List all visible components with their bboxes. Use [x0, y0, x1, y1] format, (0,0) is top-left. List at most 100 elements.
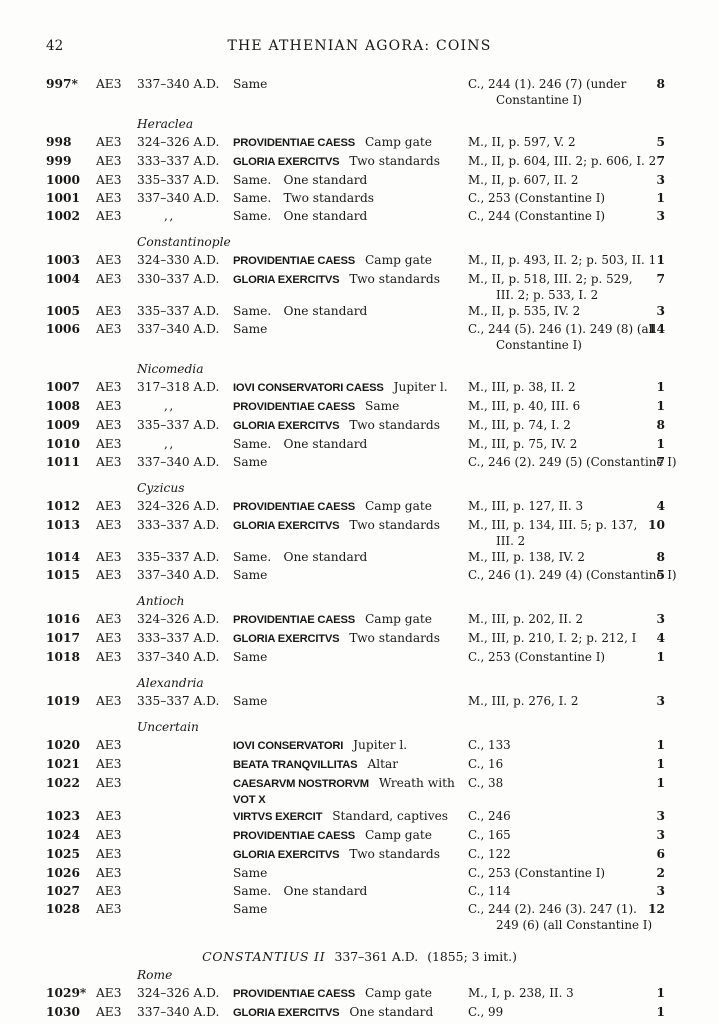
ditto-mark: ,, — [164, 437, 175, 451]
date-range: 324–326 A.D. — [137, 986, 220, 1000]
denomination: AE3 — [96, 437, 122, 451]
reference: M., II, p. 493, II. 2; p. 503, II. 1 — [468, 251, 656, 269]
date-range: 324–326 A.D. — [137, 135, 220, 149]
date-range: 333–337 A.D. — [137, 631, 220, 645]
count: 8 — [656, 77, 665, 91]
date-range: 335–337 A.D. — [137, 550, 220, 564]
catalog-number: 1016 — [46, 612, 80, 626]
date-range: 337–340 A.D. — [137, 322, 220, 336]
denomination: AE3 — [96, 1005, 122, 1019]
denomination: AE3 — [96, 809, 122, 823]
date-range: 335–337 A.D. — [137, 418, 220, 432]
catalog-number: 1021 — [46, 757, 80, 771]
mint-name: Constantinople — [137, 235, 231, 249]
mint-name: Heraclea — [137, 117, 194, 131]
count: 4 — [656, 631, 665, 645]
mint-section: Alexandria — [0, 674, 719, 692]
reference-line: C., 246 (1). 249 (4) (Constantine I) — [468, 568, 677, 582]
catalog-row: 1012 AE3 324–326 A.D. PROVIDENTIAE CAESS Cam… — [0, 497, 719, 516]
coin-legend: IOVI CONSERVATORI — [233, 740, 344, 752]
coin-type: Same. One standard — [233, 209, 368, 223]
reference: C., 253 (Constantine I) — [468, 648, 645, 666]
reference: M., III, p. 202, II. 2 — [468, 610, 645, 628]
coin-type: Camp gate — [364, 986, 432, 1000]
ditto-mark: ,, — [164, 399, 175, 413]
reference-line: C., 244 (1). 246 (7) (under — [468, 77, 627, 91]
coin-type: Same. One standard — [233, 304, 368, 318]
reference: M., III, p. 40, III. 6 — [468, 397, 645, 415]
catalog-number: 1030 — [46, 1005, 80, 1019]
date-range: 324–326 A.D. — [137, 499, 220, 513]
denomination: AE3 — [96, 631, 122, 645]
reference-line: C., 246 (2). 249 (5) (Constantine I) — [468, 455, 677, 469]
coin-description: Same — [233, 75, 468, 93]
date-range: 324–326 A.D. — [137, 612, 220, 626]
count: 3 — [656, 173, 665, 187]
catalog-number: 1027 — [46, 884, 80, 898]
reference-line: C., 253 (Constantine I) — [468, 650, 606, 664]
reference: C., 253 (Constantine I) — [468, 864, 645, 882]
coin-legend: BEATA TRANQVILLITAS — [233, 759, 358, 771]
count: 5 — [656, 135, 665, 149]
reference: M., III, p. 38, II. 2 — [468, 378, 645, 396]
reference-line: M., III, p. 134, III. 5; p. 137, — [468, 518, 638, 532]
coin-description: Same — [233, 453, 468, 471]
count: 1 — [656, 191, 665, 205]
denomination: AE3 — [96, 847, 122, 861]
count: 10 — [648, 518, 665, 532]
coin-type: Two standards — [349, 631, 440, 645]
denomination: AE3 — [96, 399, 122, 413]
coin-description: VIRTVS EXERCIT Standard, captives — [233, 807, 468, 826]
reference-line: C., 244 (Constantine I) — [468, 209, 606, 223]
coin-type: Same — [233, 694, 268, 708]
catalog-row: 1005 AE3 335–337 A.D. Same. One standard M.,… — [0, 302, 719, 320]
coin-legend: GLORIA EXERCITVS — [233, 420, 340, 432]
reference-line: C., 38 — [468, 776, 504, 790]
date-range: 337–340 A.D. — [137, 191, 220, 205]
catalog-number: 1009 — [46, 418, 80, 432]
catalog-row: 1025 AE3 GLORIA EXERCITVS Two standards C., … — [0, 845, 719, 864]
count: 7 — [656, 154, 665, 168]
coin-description: PROVIDENTIAE CAESS Camp gate — [233, 826, 468, 845]
reference-line: M., II, p. 535, IV. 2 — [468, 304, 581, 318]
catalog-row: 1011 AE3 337–340 A.D. Same C., 246 (2). 249 … — [0, 453, 719, 471]
count: 3 — [656, 209, 665, 223]
coin-legend: GLORIA EXERCITVS — [233, 156, 340, 168]
coin-description: Same. One standard — [233, 207, 468, 225]
catalog-row: 1028 AE3 Same C., 244 (2). 246 (3). 247 (1)… — [0, 900, 719, 932]
reference-line: 249 (6) (all Constantine I) — [496, 918, 653, 932]
catalog-row: 1002 AE3,, Same. One standard C., 244 (Cons… — [0, 207, 719, 225]
mint-name: Antioch — [137, 594, 185, 608]
catalog-row: 998 AE3 324–326 A.D. PROVIDENTIAE CAESS Camp… — [0, 133, 719, 152]
catalog-number: 1024 — [46, 828, 80, 842]
mint-name: Nicomedia — [137, 362, 204, 376]
mint-section: Cyzicus — [0, 479, 719, 497]
coin-legend: VOT X — [233, 794, 266, 806]
count: 1 — [656, 650, 665, 664]
coin-description: PROVIDENTIAE CAESS Camp gate — [233, 610, 468, 629]
reference: M., III, p. 210, I. 2; p. 212, I — [468, 629, 645, 647]
catalog-number: 1005 — [46, 304, 80, 318]
ditto-mark: ,, — [164, 209, 175, 223]
coin-legend: IOVI CONSERVATORI CAESS — [233, 382, 384, 394]
reference-line: Constantine I) — [496, 338, 582, 352]
date-range: 330–337 A.D. — [137, 272, 220, 286]
catalog-number: 1017 — [46, 631, 80, 645]
catalog-row: 1014 AE3 335–337 A.D. Same. One standard M.,… — [0, 548, 719, 566]
coin-description: PROVIDENTIAE CAESS Camp gate — [233, 133, 468, 152]
coin-description: PROVIDENTIAE CAESS Same — [233, 397, 468, 416]
count: 3 — [656, 304, 665, 318]
catalog-number: 998 — [46, 135, 72, 149]
emperor-name: CONSTANTIUS II — [202, 949, 326, 964]
denomination: AE3 — [96, 135, 122, 149]
coin-type: Same — [233, 866, 268, 880]
coin-type: Same — [233, 455, 268, 469]
catalog-row: 1006 AE3 337–340 A.D. Same C., 244 (5). 246 … — [0, 320, 719, 352]
denomination: AE3 — [96, 986, 122, 1000]
denomination: AE3 — [96, 568, 122, 582]
coin-description: Same. One standard — [233, 882, 468, 900]
count: 8 — [656, 550, 665, 564]
reference-line: M., III, p. 40, III. 6 — [468, 399, 581, 413]
coin-type: Wreath with — [378, 776, 455, 790]
coin-description: GLORIA EXERCITVS Two standards — [233, 516, 468, 535]
